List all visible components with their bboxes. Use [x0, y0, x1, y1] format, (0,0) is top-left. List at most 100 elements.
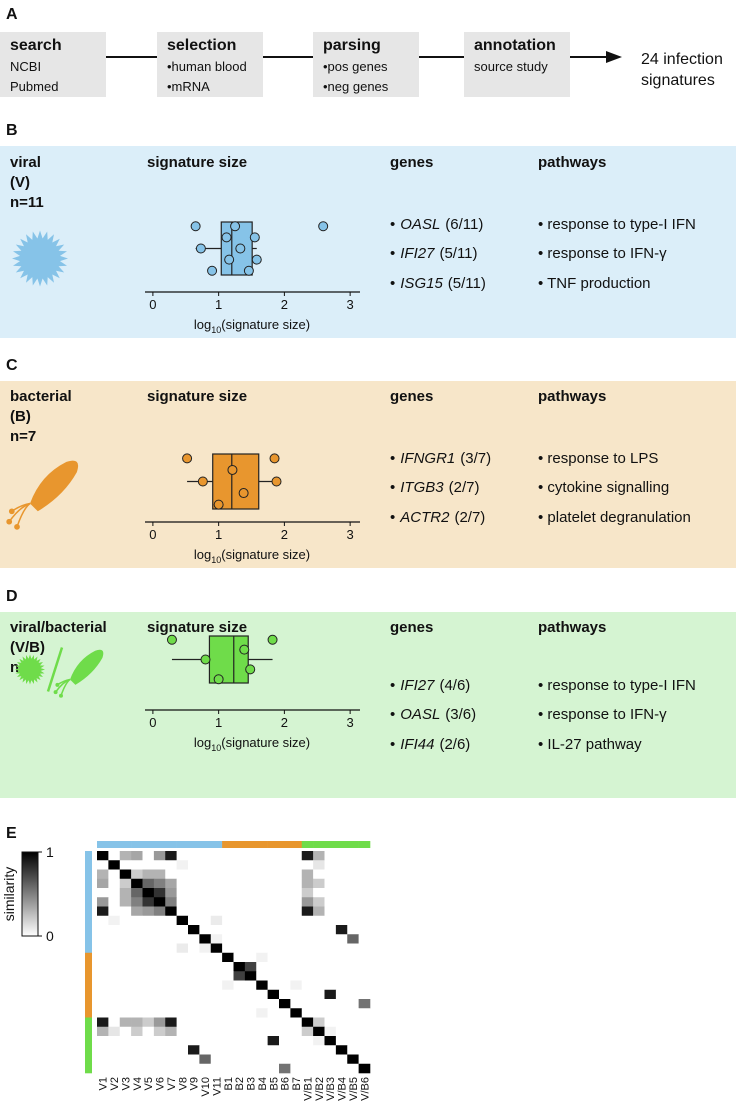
gene-item: • OASL (3/6)	[390, 706, 476, 723]
heatmap-cell	[97, 915, 109, 926]
heatmap-cell	[131, 999, 143, 1009]
heatmap-cell	[358, 869, 371, 880]
heatmap-cell	[188, 934, 200, 944]
pathway-item: • IL-27 pathway	[538, 736, 642, 753]
panel-background	[0, 612, 736, 798]
heatmap-cell	[347, 1017, 359, 1028]
group-bar-top	[244, 841, 257, 848]
group-bar-left	[85, 897, 92, 907]
heatmap-cell	[301, 943, 314, 954]
x-tick-label: 2	[281, 527, 288, 542]
group-bar-left	[85, 1026, 92, 1037]
heatmap-cell	[244, 934, 257, 944]
heatmap-cell	[119, 878, 132, 889]
heatmap-cell	[279, 1045, 291, 1055]
divider	[46, 647, 64, 692]
data-point	[251, 254, 262, 265]
heatmap-cell	[301, 915, 314, 926]
group-bar-left	[85, 888, 92, 898]
heatmap-cell	[222, 962, 234, 972]
heatmap-cell	[165, 989, 177, 1000]
heatmap-cell	[131, 1017, 143, 1028]
group-bar-top	[188, 841, 200, 848]
heatmap-cell	[244, 897, 257, 907]
heatmap-cell	[290, 897, 303, 907]
heatmap-cell	[131, 1036, 143, 1046]
colorbar-label: similarity	[1, 867, 17, 921]
heatmap-cell	[176, 943, 189, 954]
virus-icon	[12, 230, 68, 287]
heatmap-cell	[256, 851, 268, 861]
heatmap-cell	[233, 934, 246, 944]
heatmap-cell	[210, 925, 223, 935]
heatmap-cell	[301, 971, 314, 981]
panel-background	[0, 381, 736, 568]
group-bar-left	[85, 1045, 92, 1055]
heatmap-cell	[188, 971, 200, 981]
heatmap-cell	[256, 897, 268, 907]
heatmap-cell	[142, 943, 155, 954]
heatmap-cell	[244, 1017, 257, 1028]
heatmap-cell	[256, 999, 268, 1009]
heatmap-cell	[188, 1054, 200, 1065]
column-label: B3	[246, 1077, 258, 1090]
heatmap-cell	[119, 952, 132, 963]
heatmap-cell	[108, 915, 121, 926]
column-label: V/B2	[314, 1077, 326, 1101]
column-label: V10	[200, 1077, 212, 1097]
heatmap-cell	[119, 925, 132, 935]
heatmap-cell	[210, 1017, 223, 1028]
heatmap-cell	[165, 888, 177, 898]
heatmap-cell	[210, 1063, 223, 1074]
heatmap-cell	[313, 897, 325, 907]
group-bar-left	[85, 980, 92, 991]
group-bar-top	[153, 841, 166, 848]
group-bar-top	[256, 841, 268, 848]
x-tick-label: 2	[281, 715, 288, 730]
pathway-item: • cytokine signalling	[538, 479, 669, 496]
group-bar-left	[85, 971, 92, 981]
heatmap-cell	[267, 915, 280, 926]
pathway-item: • response to type-I IFN	[538, 677, 696, 694]
group-bar-top	[267, 841, 280, 848]
heatmap-cell	[165, 1036, 177, 1046]
chart-title: signature size	[147, 619, 247, 636]
heatmap-cell	[131, 989, 143, 1000]
heatmap-cell	[176, 1054, 189, 1065]
heatmap-cell	[119, 897, 132, 907]
heatmap-cell	[165, 906, 177, 917]
heatmap-cell	[222, 1036, 234, 1046]
heatmap-cell	[233, 1063, 246, 1074]
heatmap-cell	[131, 1026, 143, 1037]
heatmap-cell	[279, 869, 291, 880]
gene-count: (2/7)	[449, 479, 480, 496]
heatmap-cell	[279, 1036, 291, 1046]
heatmap-cell	[244, 971, 257, 981]
column-label: V11	[211, 1077, 223, 1096]
x-tick-label: 3	[347, 527, 354, 542]
heatmap-cell	[256, 1008, 268, 1018]
heatmap-cell	[324, 906, 337, 917]
heatmap-cell	[335, 989, 348, 1000]
heatmap-cell	[188, 962, 200, 972]
heatmap-cell	[222, 934, 234, 944]
heatmap-cell	[290, 906, 303, 917]
heatmap-cell	[347, 1045, 359, 1055]
heatmap-cell	[165, 934, 177, 944]
heatmap-cell	[279, 934, 291, 944]
heatmap-cell	[324, 869, 337, 880]
gene-count: (5/11)	[439, 245, 477, 262]
heatmap-cell	[256, 1063, 268, 1074]
gene-bullet: •	[390, 479, 395, 496]
group-bar-left	[85, 943, 92, 954]
heatmap-cell	[131, 860, 143, 870]
heatmap-cell	[199, 878, 212, 889]
heatmap-cell	[301, 888, 314, 898]
heatmap-cell	[97, 869, 109, 880]
heatmap-cell	[222, 915, 234, 926]
heatmap-cell	[290, 869, 303, 880]
heatmap-cell	[233, 952, 246, 963]
heatmap-cell	[97, 1063, 109, 1074]
heatmap-cell	[313, 1008, 325, 1018]
heatmap-cell	[210, 1026, 223, 1037]
